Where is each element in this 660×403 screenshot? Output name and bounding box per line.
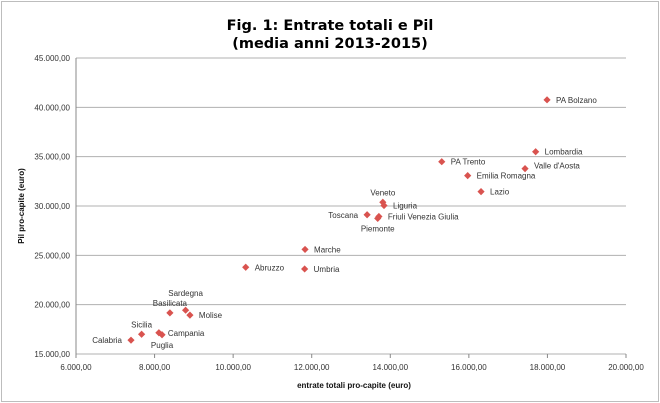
x-tick-label: 8.000,00 <box>139 363 171 372</box>
data-label: Campania <box>168 329 205 338</box>
data-label: Toscana <box>328 211 358 220</box>
data-point <box>380 201 388 210</box>
chart-title-line-2: (media anni 2013-2015) <box>232 36 428 52</box>
data-point <box>127 336 135 344</box>
data-point <box>438 158 446 166</box>
data-label: Lazio <box>490 188 510 197</box>
y-tick-label: 35.000,00 <box>34 153 70 162</box>
data-point <box>477 187 485 196</box>
data-point <box>464 172 472 180</box>
data-point <box>242 263 250 271</box>
x-tick-label: 16.000,00 <box>451 363 487 372</box>
data-point <box>532 148 540 156</box>
data-point <box>182 306 190 314</box>
data-label: Puglia <box>151 341 174 350</box>
data-label: Molise <box>199 311 223 320</box>
data-point <box>155 329 163 337</box>
y-tick-label: 45.000,00 <box>34 54 70 63</box>
data-label: Sardegna <box>168 289 203 298</box>
data-label: Sicilia <box>131 320 152 329</box>
data-point <box>543 96 551 104</box>
data-label: Abruzzo <box>255 263 285 272</box>
data-label: Friuli Venezia Giulia <box>388 212 459 221</box>
y-tick-label: 15.000,00 <box>34 350 70 359</box>
data-label: Veneto <box>370 188 395 197</box>
data-label: Emilia Romagna <box>477 172 536 181</box>
data-label: Calabria <box>92 336 122 345</box>
data-point <box>375 212 383 221</box>
data-label: Piemonte <box>361 224 395 233</box>
x-axis-label: entrate totali pro-capite (euro) <box>297 381 411 390</box>
data-label: Valle d'Aosta <box>534 162 580 171</box>
y-axis-label: Pil pro-capite (euro) <box>17 168 26 244</box>
data-label: Basilicata <box>153 299 188 308</box>
x-tick-label: 6.000,00 <box>60 363 92 372</box>
data-point <box>166 309 174 317</box>
data-point <box>138 330 146 338</box>
x-tick-label: 18.000,00 <box>530 363 566 372</box>
x-tick-label: 10.000,00 <box>215 363 251 372</box>
y-tick-label: 40.000,00 <box>34 103 70 112</box>
chart-title-line-1: Fig. 1: Entrate totali e Pil <box>227 18 434 34</box>
data-point <box>301 265 309 273</box>
data-point <box>521 165 529 173</box>
data-label: Lombardia <box>545 148 583 157</box>
data-point <box>186 311 194 319</box>
data-point <box>363 211 371 219</box>
y-tick-label: 20.000,00 <box>34 301 70 310</box>
data-label: Umbria <box>314 265 340 274</box>
y-tick-label: 25.000,00 <box>34 251 70 260</box>
y-tick-label: 30.000,00 <box>34 202 70 211</box>
x-tick-label: 20.000,00 <box>608 363 644 372</box>
data-label: PA Bolzano <box>556 96 597 105</box>
data-label: PA Trento <box>451 158 486 167</box>
data-point <box>158 331 166 339</box>
data-point <box>301 245 309 254</box>
data-label: Liguria <box>393 202 418 211</box>
data-label: Marche <box>314 245 341 254</box>
x-tick-label: 12.000,00 <box>294 363 330 372</box>
x-tick-label: 14.000,00 <box>372 363 408 372</box>
